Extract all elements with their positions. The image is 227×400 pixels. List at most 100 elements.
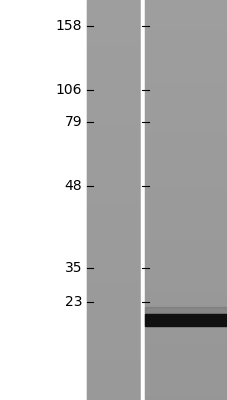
Bar xyxy=(86,83,140,86)
Bar xyxy=(144,97,227,100)
Bar xyxy=(86,309,140,312)
Bar xyxy=(86,307,140,310)
Bar xyxy=(144,15,227,18)
Bar xyxy=(144,231,227,234)
Bar xyxy=(86,79,140,82)
Bar xyxy=(86,337,140,340)
Bar xyxy=(86,9,140,12)
Bar xyxy=(86,313,140,316)
Bar xyxy=(86,183,140,186)
Bar xyxy=(86,169,140,172)
Bar xyxy=(86,257,140,260)
Bar xyxy=(144,135,227,138)
Bar xyxy=(86,379,140,382)
Bar xyxy=(86,119,140,122)
Text: 106: 106 xyxy=(55,83,82,97)
Bar xyxy=(144,219,227,222)
Bar xyxy=(144,71,227,74)
Bar xyxy=(144,303,227,306)
Bar xyxy=(86,385,140,388)
Bar xyxy=(86,109,140,112)
Bar xyxy=(86,5,140,8)
Bar xyxy=(144,307,227,314)
Bar xyxy=(86,193,140,196)
Bar xyxy=(86,121,140,124)
Bar xyxy=(144,19,227,22)
Bar xyxy=(86,301,140,304)
Bar xyxy=(86,311,140,314)
Bar xyxy=(144,63,227,66)
Bar xyxy=(144,283,227,286)
Bar xyxy=(144,315,227,318)
Bar xyxy=(144,35,227,38)
Bar xyxy=(144,181,227,184)
Bar xyxy=(86,275,140,278)
Bar xyxy=(144,393,227,396)
Bar xyxy=(144,157,227,160)
Text: 23: 23 xyxy=(64,295,82,309)
Bar xyxy=(86,323,140,326)
Bar xyxy=(86,113,140,116)
Bar xyxy=(86,329,140,332)
Bar xyxy=(144,279,227,282)
Bar xyxy=(144,349,227,352)
Bar xyxy=(86,101,140,104)
Bar xyxy=(144,95,227,98)
Bar xyxy=(144,17,227,20)
Bar xyxy=(86,21,140,24)
Bar xyxy=(144,281,227,284)
Bar xyxy=(86,43,140,46)
Bar xyxy=(144,107,227,110)
Bar xyxy=(86,363,140,366)
Bar xyxy=(86,325,140,328)
Bar xyxy=(144,27,227,30)
Bar xyxy=(144,395,227,398)
Bar xyxy=(86,37,140,40)
Bar xyxy=(144,387,227,390)
Bar xyxy=(86,279,140,282)
Bar xyxy=(86,267,140,270)
Bar xyxy=(144,381,227,384)
Bar xyxy=(144,91,227,94)
Bar xyxy=(86,377,140,380)
Bar xyxy=(86,361,140,364)
Bar xyxy=(144,314,227,326)
Bar xyxy=(86,189,140,192)
Bar xyxy=(144,261,227,264)
Bar xyxy=(144,89,227,92)
Bar xyxy=(86,357,140,360)
Bar xyxy=(86,211,140,214)
Bar xyxy=(144,397,227,400)
Bar xyxy=(86,219,140,222)
Bar xyxy=(86,127,140,130)
Bar xyxy=(86,293,140,296)
Bar xyxy=(144,53,227,56)
Bar xyxy=(144,13,227,16)
Bar xyxy=(144,379,227,382)
Bar xyxy=(86,235,140,238)
Bar xyxy=(86,185,140,188)
Bar xyxy=(144,109,227,112)
Bar xyxy=(86,199,140,202)
Bar xyxy=(86,315,140,318)
Bar xyxy=(144,155,227,158)
Bar xyxy=(86,67,140,70)
Bar xyxy=(144,111,227,114)
Bar xyxy=(144,193,227,196)
Bar xyxy=(86,297,140,300)
Bar xyxy=(86,373,140,376)
Bar xyxy=(144,215,227,218)
Bar xyxy=(144,31,227,34)
Bar xyxy=(144,371,227,374)
Bar xyxy=(144,353,227,356)
Bar xyxy=(86,53,140,56)
Bar xyxy=(144,129,227,132)
Bar xyxy=(86,321,140,324)
Bar xyxy=(144,223,227,226)
Bar xyxy=(86,179,140,182)
Bar xyxy=(86,281,140,284)
Bar xyxy=(86,117,140,120)
Bar xyxy=(144,123,227,126)
Bar xyxy=(86,263,140,266)
Bar xyxy=(144,345,227,348)
